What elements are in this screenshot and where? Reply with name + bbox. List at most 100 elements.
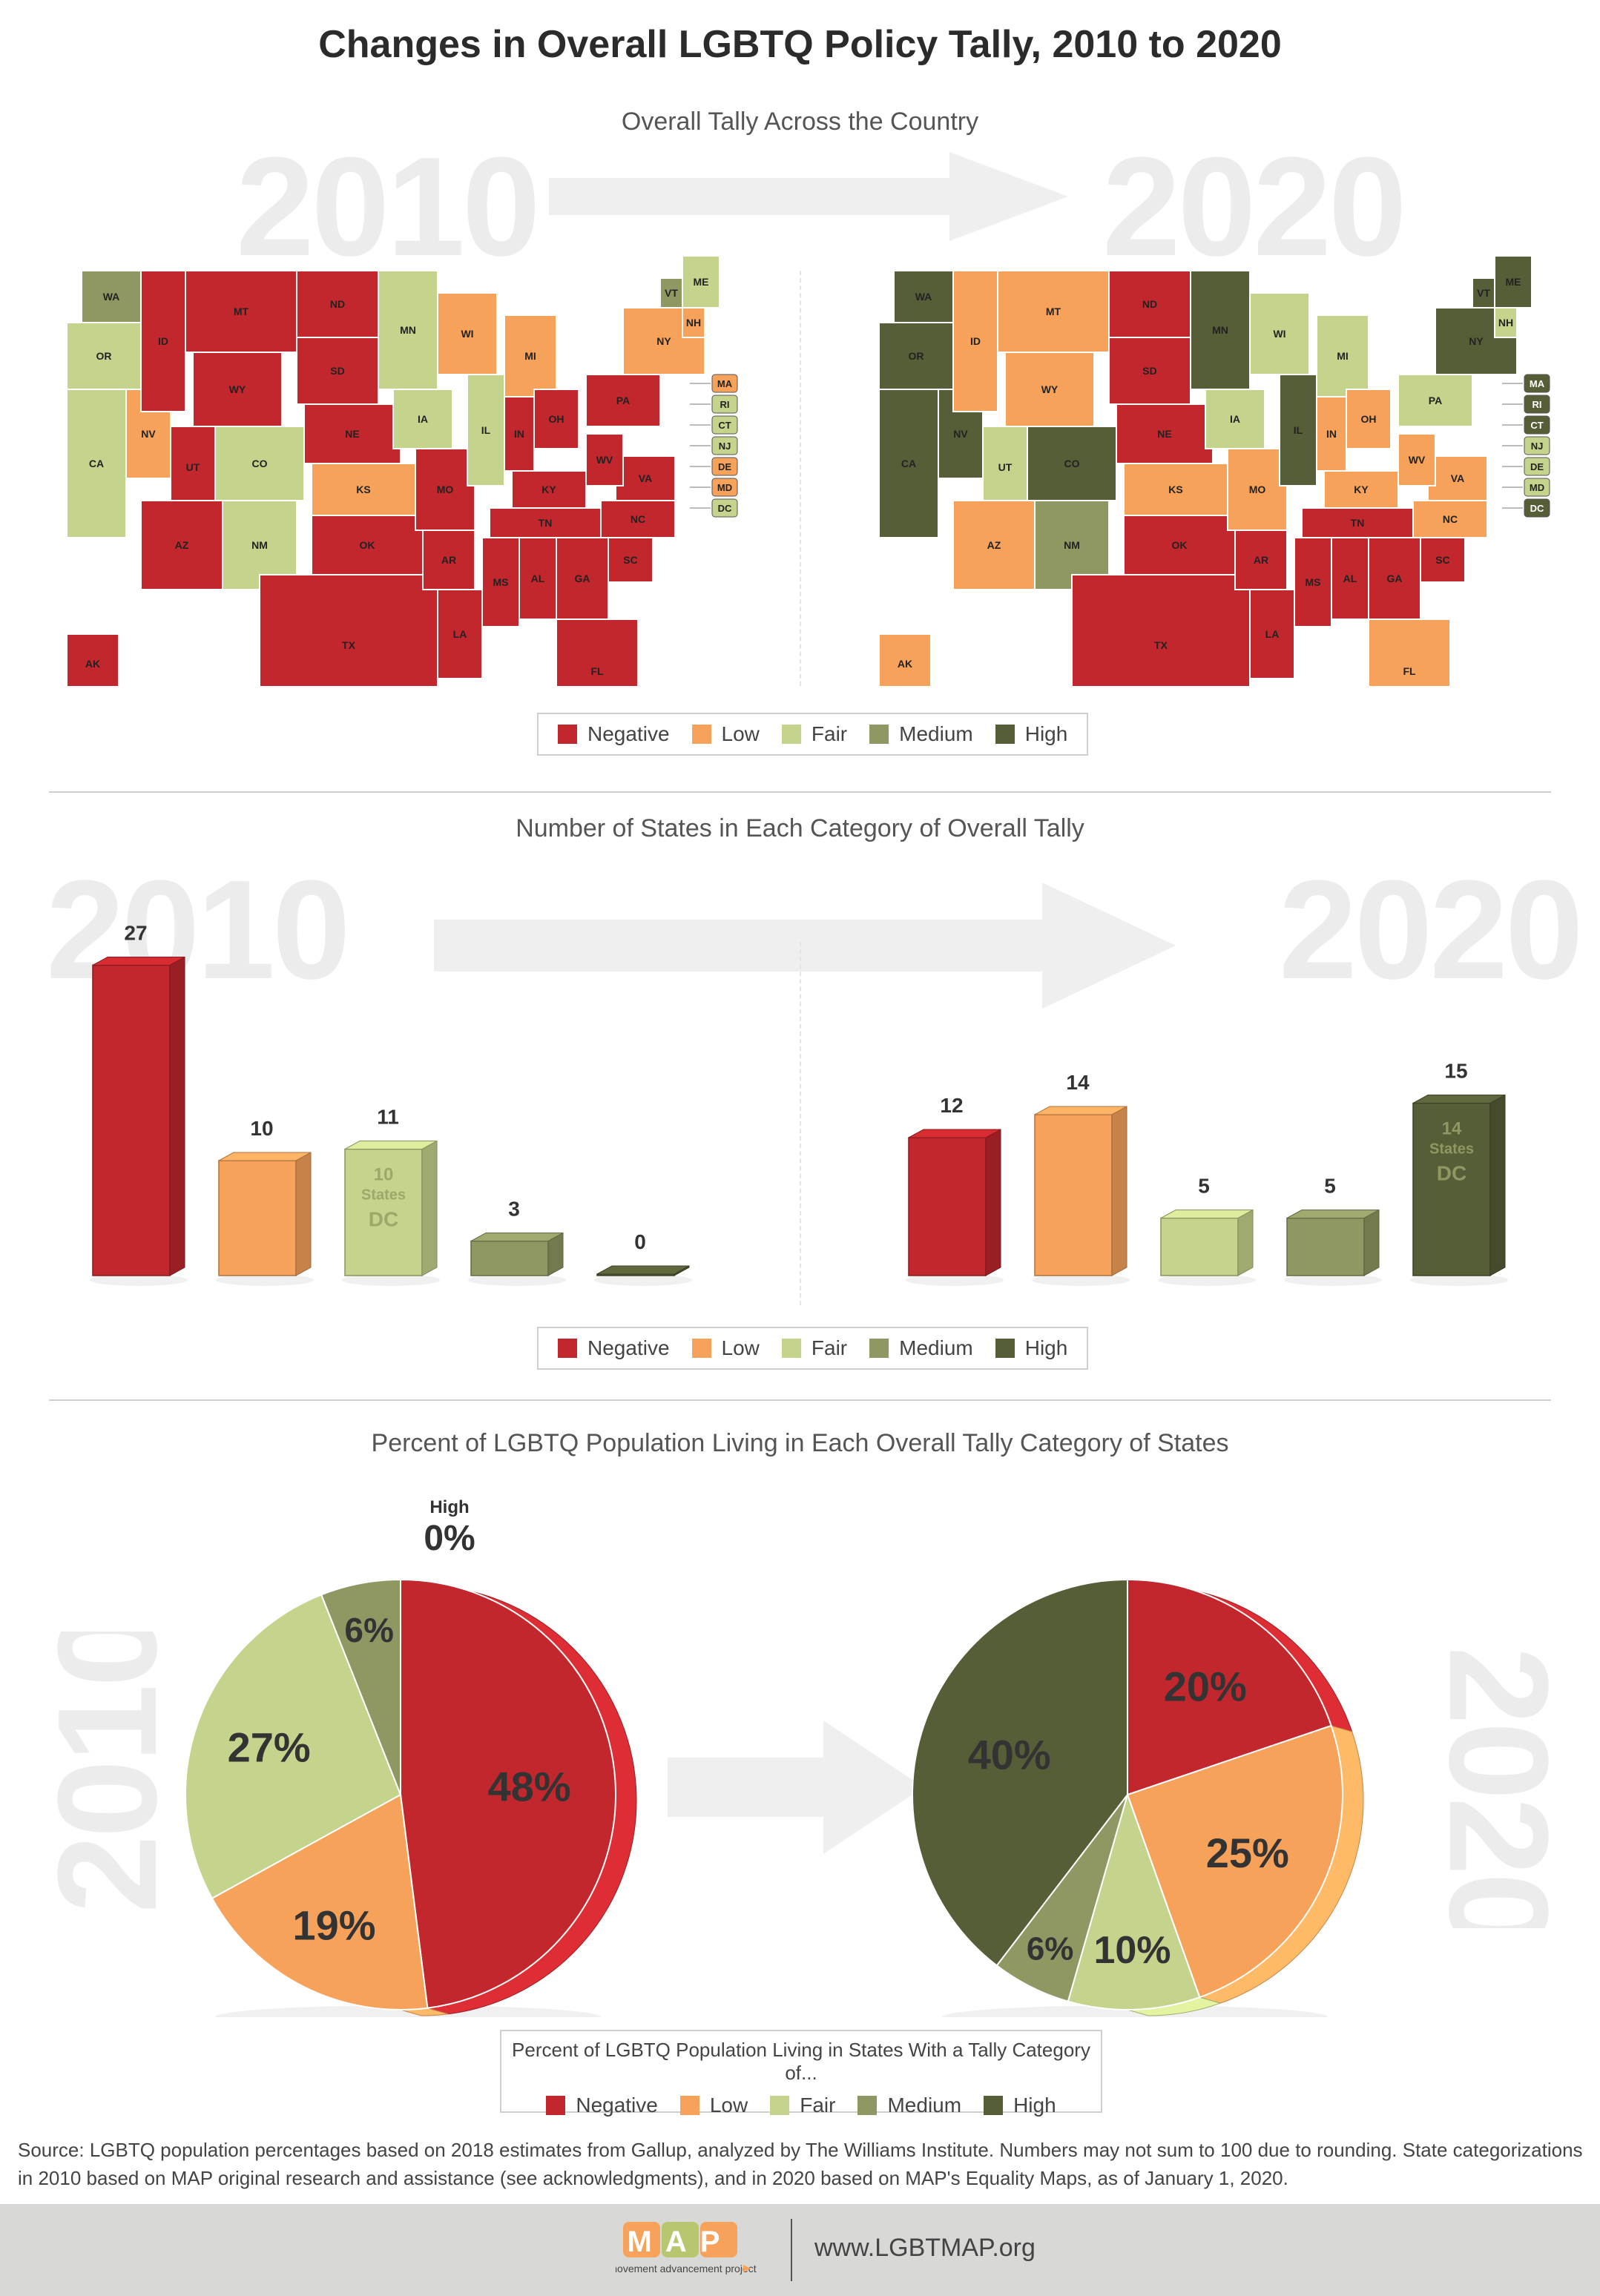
map-state-label: WI [461, 328, 473, 340]
map-state-ut [982, 426, 1028, 509]
map-state-label: MN [1212, 324, 1228, 336]
map-east-box-ri [1524, 395, 1550, 414]
map-east-box-nj [711, 436, 738, 455]
map-state-label: NY [1469, 335, 1484, 347]
bar-negative [908, 1137, 987, 1276]
map-east-box-ma [711, 374, 738, 393]
bar-top-low [1034, 1106, 1127, 1115]
bar-value-label: 15 [1444, 1060, 1467, 1083]
map-state-wi [437, 292, 498, 375]
map-state-wv [1397, 433, 1436, 486]
map-state-label: NE [345, 428, 359, 440]
pie-slice-low [1126, 1724, 1343, 1999]
map-state-label: OK [1172, 539, 1188, 551]
map-state-label: SC [623, 554, 637, 566]
map-state-label: ND [1142, 298, 1157, 310]
map-state-label: WA [915, 291, 932, 303]
map-state-label: CA [89, 458, 104, 469]
map-state-va [615, 455, 676, 501]
footer-divider [791, 2219, 792, 2281]
bar-medium [470, 1240, 549, 1276]
map-state-label: MI [1337, 350, 1349, 362]
map-state-label: MS [1306, 576, 1321, 588]
map-state-mt [185, 270, 297, 353]
us-map-2010: WA OR CA NV ID MT WY UT AZ CO NM ND SD NE KS OK TX MN IA MO… [66, 256, 738, 686]
map-state-ut [170, 426, 216, 509]
map-state-ca [66, 389, 127, 538]
map-state-mn [1190, 270, 1251, 390]
legend-item-high: High [984, 2094, 1056, 2117]
maps-year-right: 2020 [1102, 128, 1407, 286]
bars-section-title: Number of States in Each Category of Ove… [516, 814, 1084, 842]
bar-top-fair [344, 1141, 438, 1149]
map-state-label: ID [970, 335, 981, 347]
bars-legend: Negative Low Fair Medium High [537, 1327, 1089, 1370]
map-state-al [1331, 537, 1369, 620]
pies-section-title: Percent of LGBTQ Population Living in Ea… [371, 1429, 1229, 1457]
map-state-il [467, 374, 505, 486]
pie-slice-fair [185, 1594, 402, 1900]
bar-side-negative [169, 956, 185, 1276]
map-east-label: MD [717, 482, 732, 493]
map-state-mo [1227, 448, 1288, 531]
bar-inner-note: States [1429, 1141, 1474, 1158]
map-state-label: OR [96, 350, 112, 362]
bar-value-label: 14 [1066, 1071, 1090, 1094]
legend-item-fair: Fair [781, 722, 847, 746]
legend-item-high: High [995, 722, 1067, 746]
bar-fair [344, 1148, 423, 1276]
map-state-label: AK [85, 658, 100, 670]
map-state-tx [259, 574, 438, 686]
legend-item-low: Low [691, 722, 760, 746]
map-state-label: OH [1361, 413, 1377, 425]
map-state-sd [296, 337, 379, 405]
bar-chart-2010: 27 10 11 10 States DC 3 0 [90, 922, 692, 1286]
map-state-label: WI [1273, 328, 1285, 340]
bar-value-label: 0 [634, 1230, 646, 1253]
map-state-label: WV [596, 454, 613, 466]
map-state-ky [511, 470, 587, 509]
bar-top-medium [1286, 1210, 1380, 1218]
map-state-label: PA [1429, 395, 1442, 406]
map-east-label: NJ [1531, 441, 1544, 452]
map-state-label: MT [1046, 306, 1061, 317]
footer-url[interactable]: www.LGBTMAP.org [814, 2234, 1036, 2262]
map-state-nh [1494, 307, 1518, 338]
map-state-label: IL [481, 424, 491, 436]
map-state-la [437, 589, 483, 679]
pie-value-label: 10% [1093, 1929, 1171, 1972]
map-state-label: TX [342, 639, 356, 651]
map-state-label: NV [141, 428, 156, 440]
map-state-label: CO [1064, 458, 1080, 469]
map-state-wy [192, 352, 283, 427]
map-state-label: AZ [987, 539, 1001, 551]
map-state-label: VA [639, 472, 652, 484]
maps-arrow [549, 152, 1068, 241]
pie-slice-medium [320, 1578, 401, 1795]
map-east-label: RI [720, 399, 730, 410]
legend-item-medium: Medium [857, 2094, 961, 2117]
map-state-il [1279, 374, 1317, 486]
map-state-va [1427, 455, 1488, 501]
map-state-label: GA [1387, 573, 1403, 584]
map-state-label: AZ [175, 539, 189, 551]
map-state-in [504, 396, 535, 472]
map-east-label: DC [1530, 503, 1544, 514]
bar-value-label: 10 [250, 1117, 273, 1140]
bar-side-negative [985, 1129, 1001, 1276]
legend-item-high: High [995, 1336, 1067, 1360]
pie-chart-2020: 20% 25% 10% 6% 40% [912, 1578, 1364, 2017]
legend-item-low: Low [679, 2094, 748, 2117]
map-state-ky [1323, 470, 1399, 509]
map-state-wv [585, 433, 624, 486]
map-state-label: ME [1506, 276, 1521, 288]
map-state-label: VT [1477, 287, 1490, 299]
bar-value-label: 12 [940, 1094, 963, 1117]
map-state-mo [415, 448, 475, 531]
map-state-label: WY [1041, 383, 1059, 395]
map-state-nc [600, 500, 676, 538]
map-state-label: IL [1294, 424, 1303, 436]
map-state-id [952, 270, 998, 412]
map-state-label: KS [356, 484, 370, 495]
map-state-label: FL [1403, 665, 1416, 677]
